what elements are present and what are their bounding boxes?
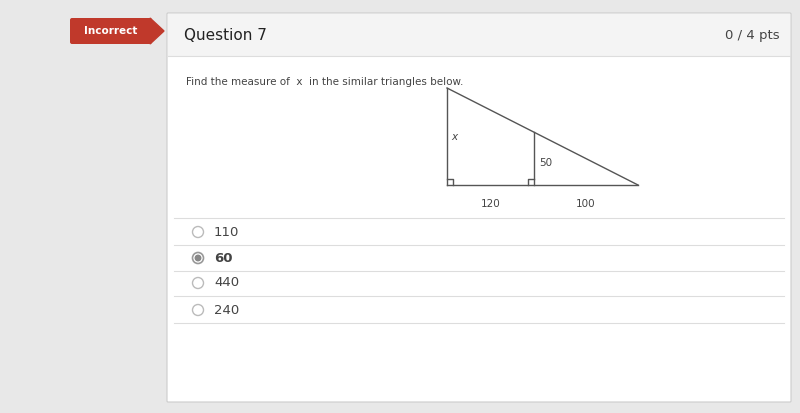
Text: Question 7: Question 7 [184,28,267,43]
FancyBboxPatch shape [70,18,152,44]
FancyBboxPatch shape [168,14,790,56]
Circle shape [195,255,201,261]
FancyBboxPatch shape [167,13,791,402]
Polygon shape [150,18,164,44]
Text: x: x [451,131,457,142]
Text: 50: 50 [539,158,552,168]
Text: 110: 110 [214,225,239,238]
Text: 120: 120 [481,199,500,209]
Text: 240: 240 [214,304,239,316]
Text: Find the measure of  x  in the similar triangles below.: Find the measure of x in the similar tri… [186,77,463,87]
Text: Incorrect: Incorrect [84,26,138,36]
Text: 0 / 4 pts: 0 / 4 pts [726,28,780,41]
Text: 60: 60 [214,252,233,264]
Text: 100: 100 [576,199,596,209]
Text: 440: 440 [214,276,239,290]
